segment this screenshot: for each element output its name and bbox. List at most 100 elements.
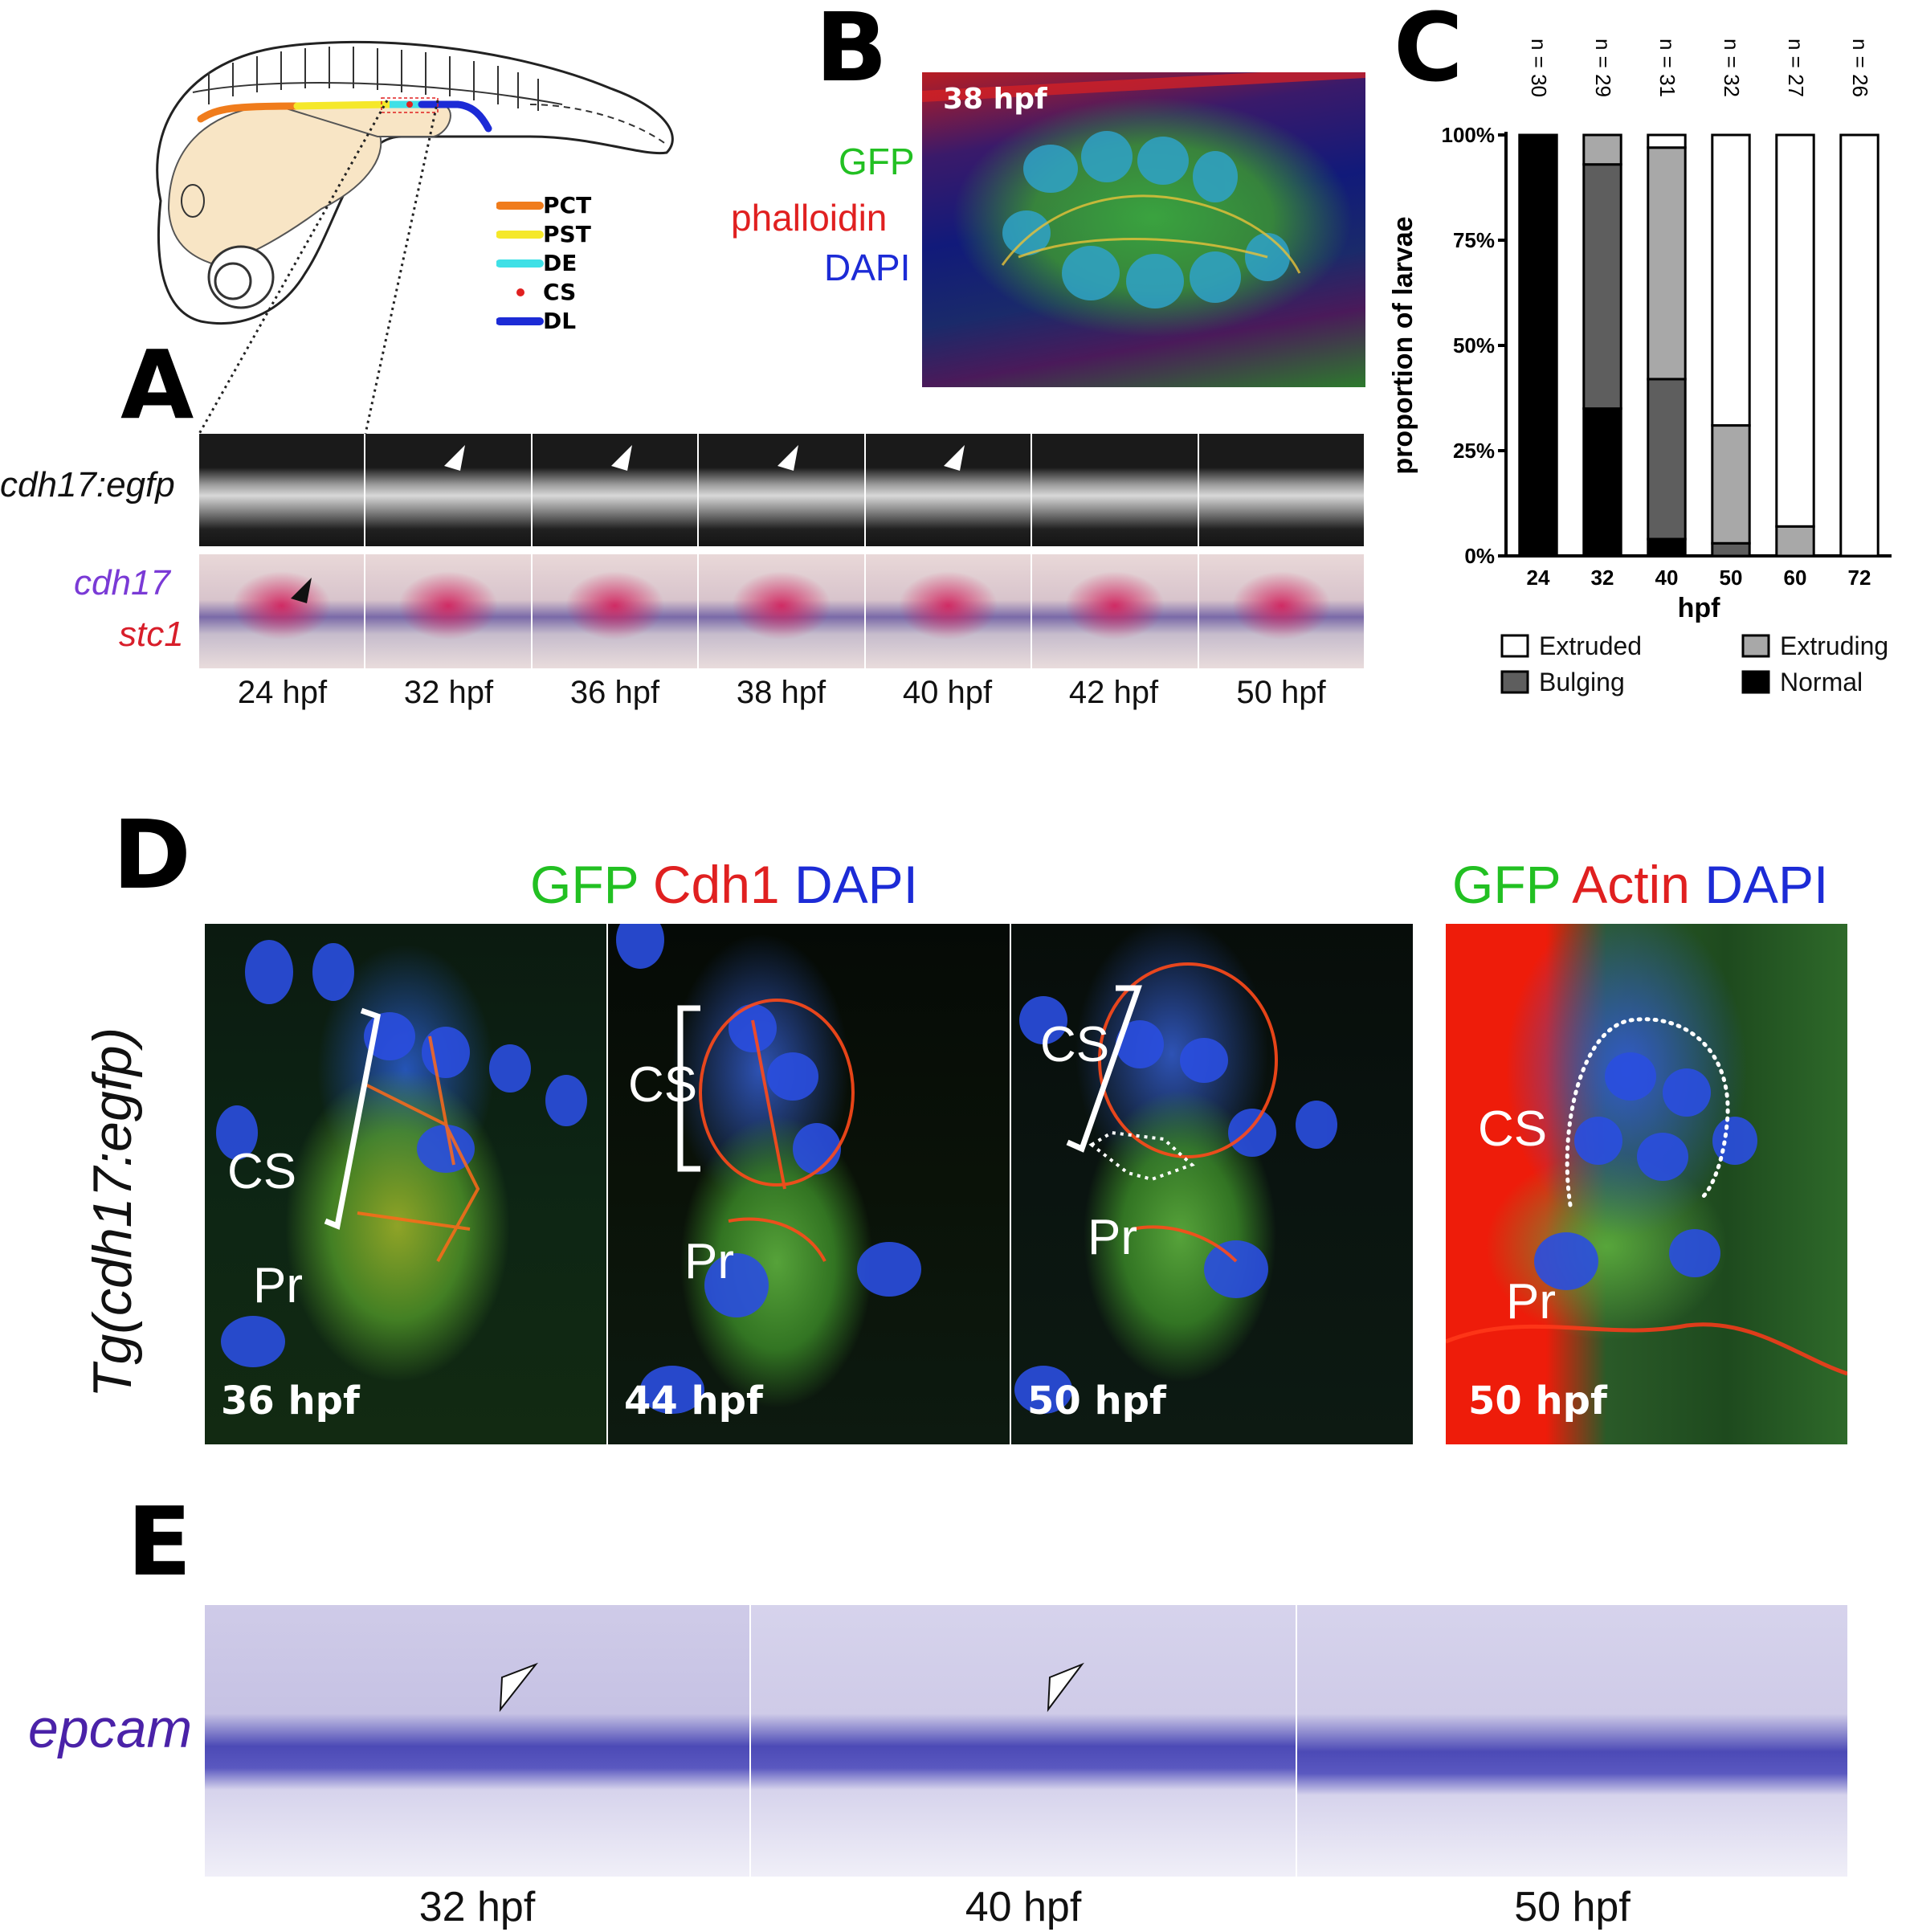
legend-label-extruded: Extruded [1539,631,1642,660]
ish-image-50hpf [1297,1605,1847,1877]
bar-segment-extruding [1647,146,1687,381]
cs-label: CS [227,1144,297,1199]
bar-chart-svg: 0% 25% 50% 75% 100% proportion of larvae 24 n =… [1388,39,1892,696]
bar-segment-normal [1518,133,1558,558]
row-label-cdh17-egfp: cdh17:egfp [0,465,175,504]
timepoint-label: 38 hpf [736,675,826,710]
x-tick-label: 72 [1848,566,1871,590]
egfp-frame [532,434,698,546]
timepoint-50hpf-a: 50 hpf [1027,1379,1166,1423]
channel-header-2: GFP Actin DAPI [1452,858,1828,911]
legend-swatch-normal [1741,670,1770,694]
legend-swatches [496,202,544,325]
embryo-drawing [156,40,674,325]
arrowhead-32hpf [499,1662,539,1713]
timepoint-36hpf: 36 hpf [221,1379,360,1423]
y-tick-label: 100% [1442,123,1496,147]
legend-dl: DL [543,308,577,334]
ish-frame [1198,554,1364,668]
header1-dapi: DAPI [794,855,918,914]
bar-segment-extruded [1839,133,1879,558]
legend-pct: PCT [543,192,592,219]
timepoint-label: 50 hpf [1236,675,1326,710]
panel-label-b: B [815,0,888,103]
timepoint-label: 42 hpf [1068,675,1159,710]
header2-actin: Actin [1572,855,1690,914]
n-label: n = 29 [1591,39,1615,97]
confocal-image-38hpf: 38 hpf [922,72,1365,387]
pr-label: Pr [1506,1274,1556,1330]
x-tick-label: 32 [1591,566,1614,590]
epcam-label: epcam [28,1698,193,1759]
x-tick-label: 60 [1784,566,1807,590]
timepoint-label: 24 hpf [237,675,328,710]
bar-segment-extruding [1711,424,1751,545]
arrowhead-icon [291,578,312,603]
cs-label: CS [628,1057,698,1113]
egfp-frame [365,434,531,546]
bar-segment-extruding [1775,525,1815,558]
ish-image-40hpf [751,1605,1296,1877]
arrowhead-icon [778,445,798,471]
legend-pst: PST [543,221,591,247]
channel-header-1: GFP Cdh1 DAPI [530,858,918,911]
pr-label: Pr [1088,1210,1137,1265]
bar-segment-extruded [1711,133,1751,427]
n-label: n = 31 [1655,39,1679,97]
panel-label-e: E [127,1486,192,1597]
egfp-frame [1032,434,1198,546]
n-label: n = 26 [1848,39,1872,97]
legend-de: DE [543,250,578,276]
egfp-frame [1198,434,1364,546]
legend-cs: CS [543,279,577,305]
cells-36hpf [216,940,587,1367]
y-tick-label: 75% [1453,228,1495,252]
transgene-label: Tg(cdh17:egfp) [82,1027,143,1398]
y-tick-label: 25% [1453,439,1495,463]
y-axis-label: proportion of larvae [1388,216,1418,474]
n-label: n = 27 [1784,39,1808,97]
bar-segment-extruded [1775,133,1815,528]
panel-a-strip [199,434,1365,668]
channel-label-phalloidin: phalloidin [731,197,888,239]
cells-44hpf [616,924,921,1414]
timepoint-50hpf-b: 50 hpf [1468,1379,1607,1423]
panel-label-c: C [1394,0,1463,103]
ish-frame [1032,554,1198,668]
ish-frame [699,554,864,668]
legend-swatch-extruded [1500,634,1529,658]
bar-chart: 0% 25% 50% 75% 100% proportion of larvae 24 n =… [1365,24,1906,715]
confocal-image-44hpf: CS Pr 44 hpf [608,924,1010,1444]
cs-label: CS [1478,1101,1548,1157]
panel-label-a: A [120,329,194,440]
cells-50hpf-a [1014,962,1337,1414]
n-label: n = 30 [1527,39,1551,97]
confocal-image-50hpf-a: CS Pr 50 hpf [1011,924,1413,1444]
cell-overlay [922,72,1365,308]
arrowhead-icon [610,445,632,471]
ish-frame [199,554,365,668]
confocal-image-50hpf-b: CS Pr 50 hpf [1446,924,1847,1444]
x-tick-label: 50 [1720,566,1743,590]
row-label-cdh17: cdh17 [74,563,170,602]
x-tick-label: 24 [1527,566,1550,590]
egfp-frame [199,434,365,546]
ish-frame [365,554,531,668]
channel-label-dapi: DAPI [824,247,911,288]
ish-image-32hpf [205,1605,749,1877]
legend-label-normal: Normal [1780,668,1863,696]
legend-label-bulging: Bulging [1539,668,1625,696]
confocal-image-36hpf: CS Pr 36 hpf [205,924,606,1444]
bar-segment-bulging [1647,378,1687,541]
ish-frame [532,554,698,668]
header1-gfp: GFP [530,855,639,914]
y-tick-label: 50% [1453,333,1495,357]
header2-gfp: GFP [1452,855,1561,914]
legend-swatch-extruding [1741,634,1770,658]
egfp-frame [865,434,1031,546]
n-label: n = 32 [1720,39,1744,97]
panel-label-d: D [112,799,191,910]
row-label-stc1: stc1 [119,615,184,654]
schematic-legend: PCT PST DE CS DL [496,191,625,336]
y-tick-label: 0% [1464,544,1495,568]
